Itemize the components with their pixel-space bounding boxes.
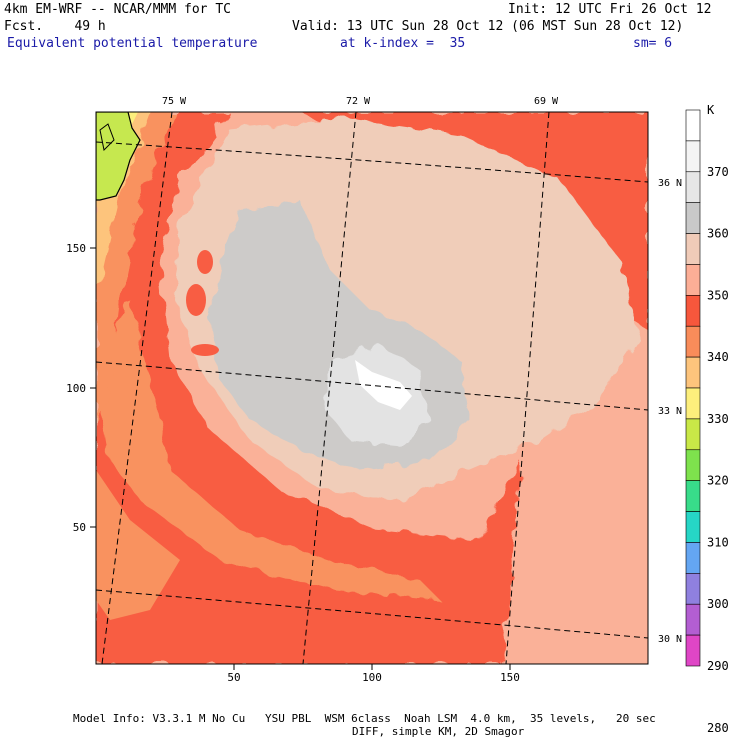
meridian-75w (101, 112, 173, 664)
colorbar-label: 320 (707, 474, 729, 488)
colorbar-swatch (685, 202, 701, 234)
theta-e-field (96, 112, 648, 664)
lon-label-72w: 72 W (346, 96, 371, 107)
colorbar-swatch (685, 387, 701, 420)
init-time: Init: 12 UTC Fri 26 Oct 12 (508, 2, 712, 17)
field-orange-southwest (96, 470, 180, 620)
valid-time: Valid: 13 UTC Sun 28 Oct 12 (06 MST Sun … (292, 19, 684, 34)
x-tick-label: 50 (227, 671, 240, 684)
lat-label-30n: 30 N (658, 634, 682, 645)
colorbar-swatch (685, 449, 701, 481)
colorbar-label: 330 (707, 412, 729, 426)
colorbar-swatch (685, 109, 701, 142)
field-red-northeast (300, 112, 648, 330)
field-red-spot (197, 250, 213, 274)
field-white-maximum (355, 360, 412, 410)
colorbar-swatch (685, 634, 701, 667)
colorbar: K 370 360 350 340 330 320 310 300 290 280 (685, 103, 729, 735)
colorbar-label: 300 (707, 597, 729, 611)
colorbar-swatch (685, 418, 701, 451)
colorbar-label: 370 (707, 165, 729, 179)
colorbar-unit: K (707, 103, 715, 117)
colorbar-label: 350 (707, 288, 729, 302)
colorbar-swatch (685, 573, 701, 605)
colorbar-swatch (685, 480, 701, 512)
colorbar-label: 290 (707, 659, 729, 673)
colorbar-swatch (685, 233, 701, 265)
field-red-spot (191, 344, 219, 356)
colorbar-label: 310 (707, 535, 729, 549)
colorbar-swatch (685, 511, 701, 543)
y-tick-label: 150 (66, 242, 86, 255)
coastline-sound (99, 123, 115, 152)
forecast-hour: Fcst. 49 h (4, 19, 106, 34)
model-title: 4km EM-WRF -- NCAR/MMM for TC (4, 2, 231, 17)
smoothing: sm= 6 (633, 36, 673, 51)
meridian-69w (505, 112, 550, 664)
y-tick-label: 50 (73, 521, 86, 534)
colorbar-swatch (685, 325, 701, 358)
axis-ticks (90, 247, 511, 670)
colorbar-label: 360 (707, 227, 729, 241)
x-tick-label: 100 (362, 671, 382, 684)
colorbar-swatch (685, 356, 701, 389)
colorbar-swatch (685, 542, 701, 574)
meridian-72w (302, 112, 357, 664)
model-info: Model Info: V3.3.1 M No Cu YSU PBL WSM 6… (73, 712, 656, 725)
field-red-spot (186, 284, 206, 316)
lat-label-36n: 36 N (658, 178, 682, 189)
colorbar-swatch (685, 171, 701, 203)
field-name: Equivalent potential temperature (7, 36, 258, 51)
field-orange-streak (96, 300, 440, 600)
colorbar-swatch (685, 295, 701, 327)
lat-label-33n: 33 N (658, 406, 682, 417)
colorbar-swatch (685, 140, 701, 173)
x-tick-label: 150 (500, 671, 520, 684)
latlon-grid (96, 112, 648, 664)
colorbar-swatch (685, 264, 701, 296)
colorbar-swatch (685, 603, 701, 636)
level-index: at k-index = 35 (340, 36, 466, 51)
lon-label-75w: 75 W (162, 96, 187, 107)
lon-label-69w: 69 W (534, 96, 559, 107)
colorbar-label: 340 (707, 350, 729, 364)
y-tick-label: 100 (66, 382, 86, 395)
model-info-line2: DIFF, simple KM, 2D Smagor (352, 725, 525, 738)
colorbar-label: 280 (707, 721, 729, 735)
coastline-land (96, 112, 141, 201)
